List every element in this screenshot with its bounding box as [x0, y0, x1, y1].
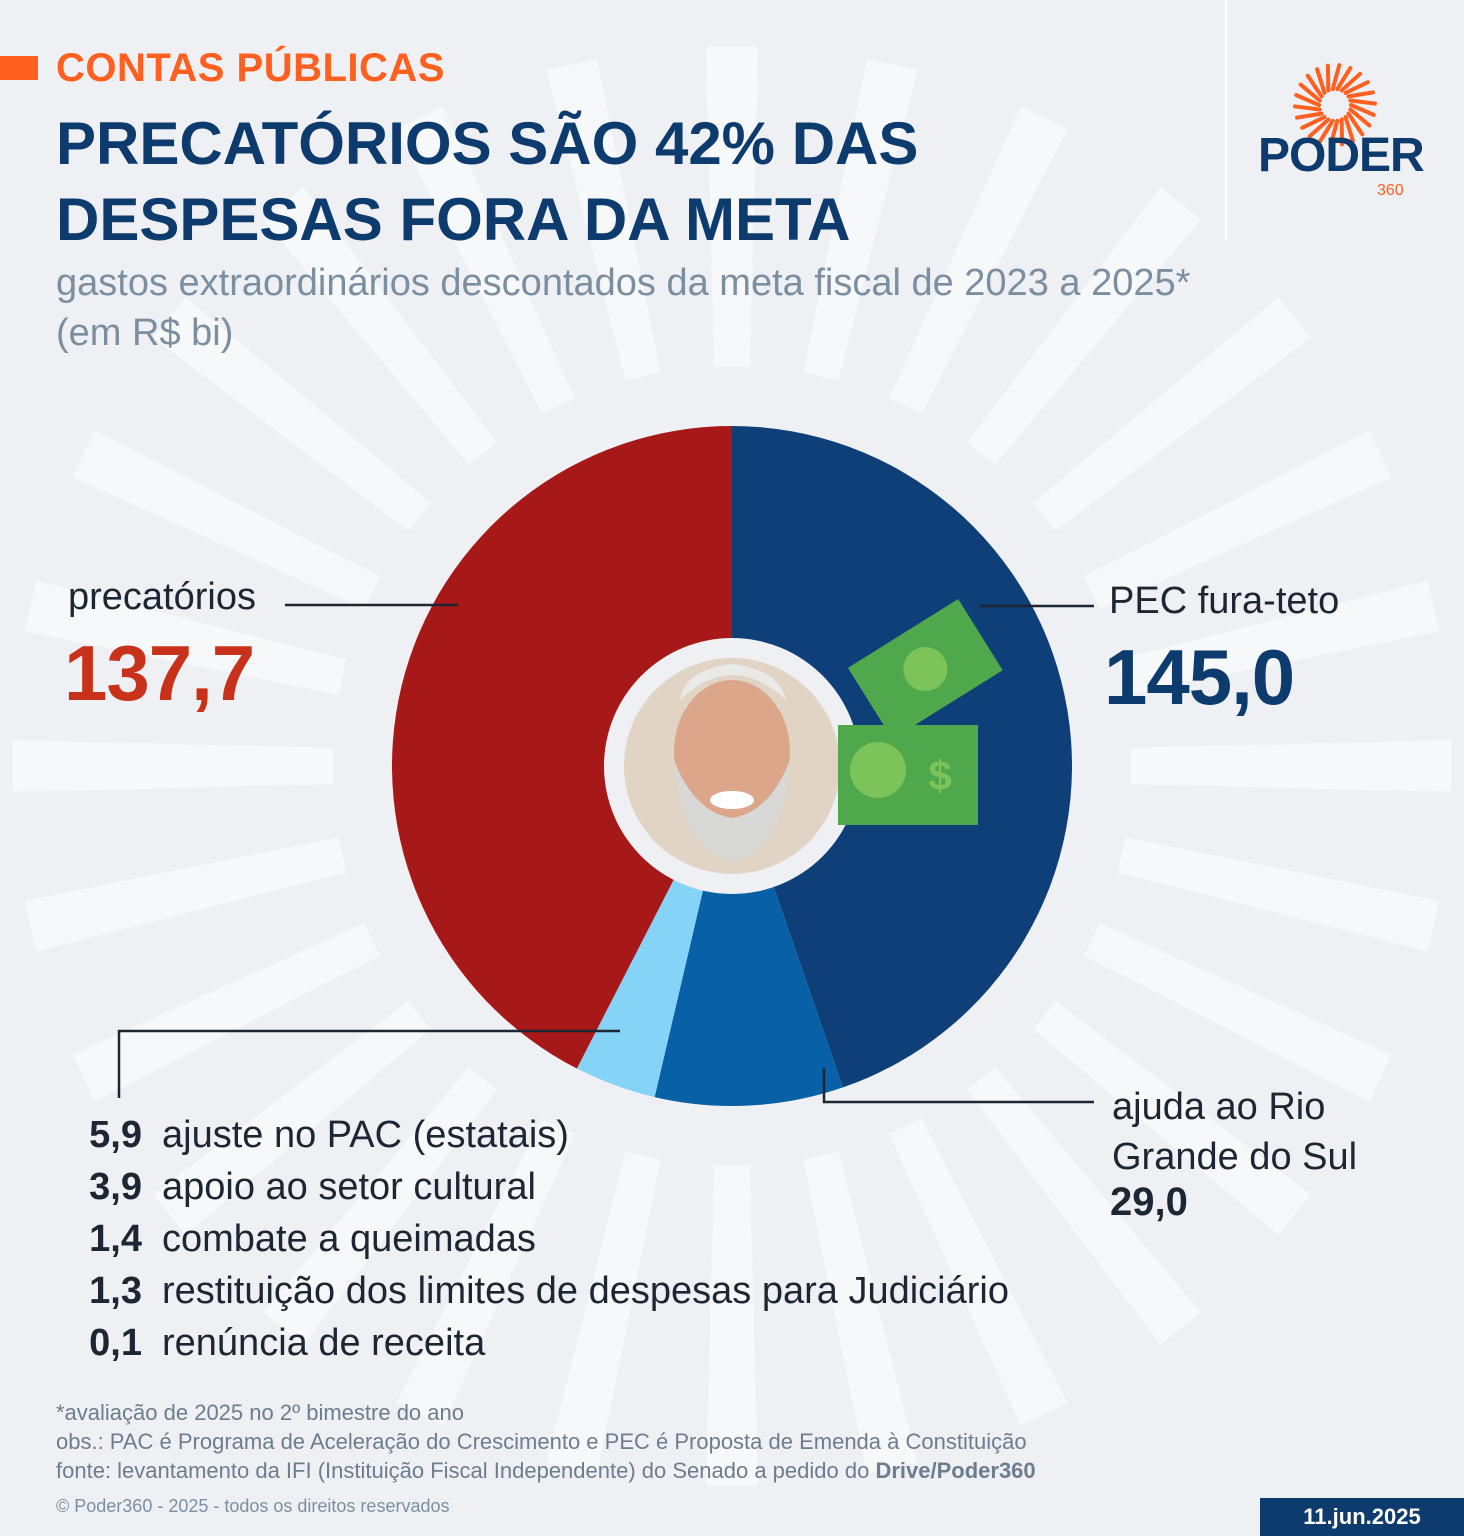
money-bills-icon: $ $	[838, 598, 1003, 825]
footnote-1: *avaliação de 2025 no 2º bimestre do ano	[56, 1400, 464, 1425]
background-ray	[889, 1118, 1068, 1426]
kicker: CONTAS PÚBLICAS	[56, 46, 445, 90]
footnotes: *avaliação de 2025 no 2º bimestre do ano…	[56, 1398, 1036, 1485]
background-ray	[546, 58, 661, 381]
sun-ray	[1343, 115, 1355, 143]
sun-ray	[1328, 118, 1340, 147]
footnote-2: obs.: PAC é Programa de Aceleração do Cr…	[56, 1429, 1027, 1454]
copyright: © Poder360 - 2025 - todos os direitos re…	[56, 1496, 450, 1516]
title-line-1: PRECATÓRIOS SÃO 42% DAS	[56, 110, 919, 177]
background-ray	[546, 1151, 661, 1474]
background-ray	[1117, 580, 1440, 695]
portrait-illustration	[674, 664, 790, 862]
background-ray	[396, 106, 575, 414]
value-rio-grande: 29,0	[1110, 1180, 1188, 1224]
slice-rio-grande	[654, 766, 843, 1107]
item-value: 3,9	[89, 1166, 142, 1208]
background-ray	[24, 580, 347, 695]
background-ray	[72, 923, 380, 1102]
background-ray	[24, 837, 347, 952]
item-label: restituição dos limites de despesas para…	[162, 1270, 1009, 1312]
item-value: 0,1	[89, 1322, 142, 1364]
svg-text:$: $	[928, 752, 951, 799]
kicker-mark	[0, 56, 38, 80]
sun-ray	[1348, 107, 1372, 128]
leader-line-small	[117, 1029, 620, 1098]
value-precatorios: 137,7	[64, 629, 255, 717]
label-rio-grande: ajuda ao Rio Grande do Sul	[1112, 1086, 1358, 1178]
sun-ray	[1315, 67, 1327, 95]
sun-ray	[1295, 111, 1324, 120]
sun-ray	[1307, 117, 1331, 139]
sun-ray	[1346, 111, 1365, 137]
sun-ray	[1348, 98, 1377, 106]
background-ray	[72, 430, 380, 609]
sun-ray	[1294, 93, 1321, 107]
item-value: 1,4	[89, 1218, 142, 1260]
background-ray	[1084, 923, 1392, 1102]
sun-ray	[1317, 118, 1335, 144]
background-ray	[153, 1001, 431, 1235]
sun-ray	[1349, 103, 1376, 117]
footnote-source: fonte: levantamento da IFI (Instituição …	[56, 1456, 1036, 1485]
value-pec: 145,0	[1104, 633, 1295, 721]
sun-ray	[1293, 104, 1322, 112]
background-ray	[967, 1067, 1201, 1345]
background-ray	[1033, 1001, 1311, 1235]
background-ray	[706, 1165, 758, 1486]
background-ray	[263, 187, 497, 465]
sun-burst-icon	[1293, 63, 1377, 147]
title-line-2: DESPESAS FORA DA META	[56, 186, 851, 253]
background-ray	[803, 1151, 918, 1474]
sun-ray	[1300, 115, 1327, 130]
logo-number: 360	[1377, 182, 1404, 199]
item-label: renúncia de receita	[162, 1322, 486, 1364]
sun-ray	[1343, 80, 1370, 95]
logo-divider	[1225, 0, 1227, 240]
sun-ray	[1335, 66, 1353, 92]
background-ray	[12, 740, 333, 792]
background-ray	[1117, 837, 1440, 952]
sun-ray	[1305, 73, 1324, 99]
sun-ray	[1330, 63, 1342, 92]
sun-ray	[1298, 82, 1322, 103]
background-ray	[1084, 430, 1392, 609]
background-ray	[396, 1118, 575, 1426]
leader-line-rs	[822, 1068, 1094, 1104]
source-bold: Drive/Poder360	[875, 1458, 1036, 1483]
background-ray	[153, 297, 431, 531]
source-text: fonte: levantamento da IFI (Instituição …	[56, 1458, 870, 1483]
background-ray	[263, 1067, 497, 1345]
background-ray	[1131, 740, 1452, 792]
background-ray	[706, 46, 758, 367]
sun-ray	[1346, 90, 1375, 99]
date-badge: 11.jun.2025	[1260, 1498, 1464, 1536]
item-label: ajuste no PAC (estatais)	[162, 1114, 569, 1156]
slice-precatorios	[392, 426, 732, 1069]
page-title: PRECATÓRIOS SÃO 42% DAS DESPESAS FORA DA…	[56, 106, 918, 258]
background-ray	[967, 187, 1201, 465]
background-ray	[889, 106, 1068, 414]
subtitle: gastos extraordinários descontados da me…	[56, 262, 1191, 354]
logo-wordmark: PODER	[1258, 129, 1425, 182]
background-ray	[1033, 297, 1311, 531]
item-value: 5,9	[89, 1114, 142, 1156]
background-ray	[803, 58, 918, 381]
item-value: 1,3	[89, 1270, 142, 1312]
item-label: apoio ao setor cultural	[162, 1166, 536, 1208]
sun-ray	[1339, 71, 1363, 93]
label-precatorios: precatórios	[68, 576, 256, 618]
item-label: combate a queimadas	[162, 1218, 536, 1260]
label-pec: PEC fura-teto	[1109, 580, 1340, 622]
